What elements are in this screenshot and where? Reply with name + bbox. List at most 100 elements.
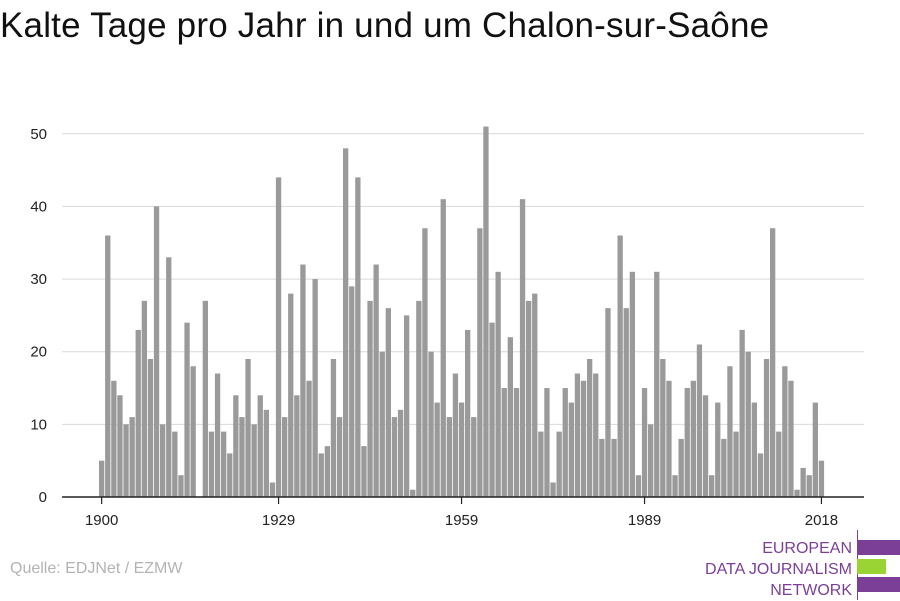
bar-1987 [629, 271, 635, 497]
bar-1964 [489, 322, 495, 497]
bar-1952 [416, 300, 422, 497]
bar-1925 [251, 424, 257, 497]
bar-1928 [269, 482, 276, 497]
bar-1906 [135, 329, 141, 497]
logo-line-2: DATA JOURNALISM [705, 561, 852, 578]
bar-1996 [684, 388, 690, 497]
bar-1923 [239, 417, 245, 497]
bar-1953 [422, 228, 428, 498]
bar-1949 [397, 409, 404, 497]
bar-1933 [300, 264, 306, 497]
bar-1971 [532, 293, 538, 497]
bar-1977 [568, 402, 574, 497]
bar-1900 [99, 460, 105, 497]
x-axis-ticks: 1900 1929 1959 1989 2018 [85, 497, 838, 529]
bar-1917 [202, 300, 208, 497]
bar-1901 [105, 235, 111, 498]
bar-1950 [404, 315, 410, 497]
bar-1999 [702, 395, 709, 497]
bar-1932 [294, 395, 300, 497]
bar-1907 [141, 300, 147, 497]
bar-1980 [587, 358, 593, 497]
logo-line-1: EUROPEAN [762, 540, 852, 557]
bar-1935 [312, 279, 318, 497]
bar-1958 [452, 373, 459, 497]
bar-1912 [172, 431, 178, 497]
bar-1951 [410, 489, 416, 497]
bar-1986 [623, 308, 629, 497]
bar-1955 [434, 402, 440, 497]
bar-1904 [123, 424, 129, 497]
bar-1963 [483, 126, 489, 497]
x-tick-label: 1900 [85, 512, 118, 529]
y-tick-label: 10 [30, 416, 47, 433]
bar-2012 [782, 366, 788, 497]
bar-1909 [153, 206, 160, 497]
x-tick-label: 1959 [445, 512, 478, 529]
bar-1960 [465, 329, 471, 497]
bar-2010 [770, 228, 776, 498]
bar-1922 [233, 395, 239, 497]
bar-1926 [257, 395, 263, 497]
bar-2008 [757, 453, 764, 497]
bar-2004 [733, 431, 739, 497]
bar-1959 [458, 402, 465, 497]
bar-1919 [214, 373, 221, 497]
y-tick-label: 40 [30, 198, 47, 215]
bar-1969 [519, 199, 526, 498]
bar-1961 [471, 417, 477, 497]
bar-1908 [147, 358, 154, 497]
bar-2000 [709, 475, 715, 497]
bar-1976 [562, 388, 568, 497]
chart-title: Kalte Tage pro Jahr in und um Chalon-sur… [0, 6, 770, 45]
bar-2007 [751, 402, 757, 497]
bar-1931 [288, 293, 294, 497]
bar-1975 [556, 431, 562, 497]
bar-1965 [495, 271, 501, 497]
bar-1993 [666, 380, 672, 497]
bar-1973 [544, 388, 550, 497]
x-tick-label: 2018 [805, 512, 838, 529]
bar-1989 [641, 388, 648, 497]
bar-1911 [166, 257, 172, 497]
bar-1988 [635, 475, 642, 497]
bar-1978 [574, 373, 581, 497]
bar-1941 [349, 286, 355, 497]
bar-1970 [526, 300, 532, 497]
bar-1985 [617, 235, 623, 498]
bar-1966 [501, 388, 507, 497]
logo-text: EUROPEAN DATA JOURNALISM NETWORK [705, 538, 852, 601]
bar-2003 [727, 366, 733, 497]
bar-1984 [611, 438, 617, 497]
bar-1968 [513, 388, 520, 497]
bar-2014 [794, 489, 800, 497]
bar-2001 [715, 402, 721, 497]
bar-1942 [355, 177, 361, 497]
bar-1995 [678, 438, 684, 497]
bar-2011 [776, 431, 782, 497]
bar-1962 [477, 228, 483, 498]
logo-bar-top [857, 540, 900, 555]
logo-line-3: NETWORK [770, 582, 852, 599]
bar-1983 [605, 308, 611, 497]
y-tick-label: 20 [30, 344, 47, 361]
bar-1903 [117, 395, 123, 497]
bar-2015 [800, 467, 806, 497]
bar-1948 [391, 417, 398, 497]
bar-2016 [806, 475, 812, 497]
bar-2013 [788, 380, 794, 497]
bar-1981 [593, 373, 599, 497]
bar-1921 [227, 453, 233, 497]
bar-1979 [580, 380, 587, 497]
bar-1944 [367, 300, 373, 497]
bar-1937 [324, 446, 330, 497]
bar-1972 [538, 431, 544, 497]
bar-1946 [379, 351, 385, 497]
bar-1967 [507, 337, 513, 497]
bar-1905 [129, 417, 135, 497]
bar-1982 [599, 438, 605, 497]
bar-1997 [690, 380, 696, 497]
bar-1936 [318, 453, 324, 497]
bar-1927 [263, 409, 269, 497]
source-note: Quelle: EDJNet / EZMW [10, 560, 183, 577]
